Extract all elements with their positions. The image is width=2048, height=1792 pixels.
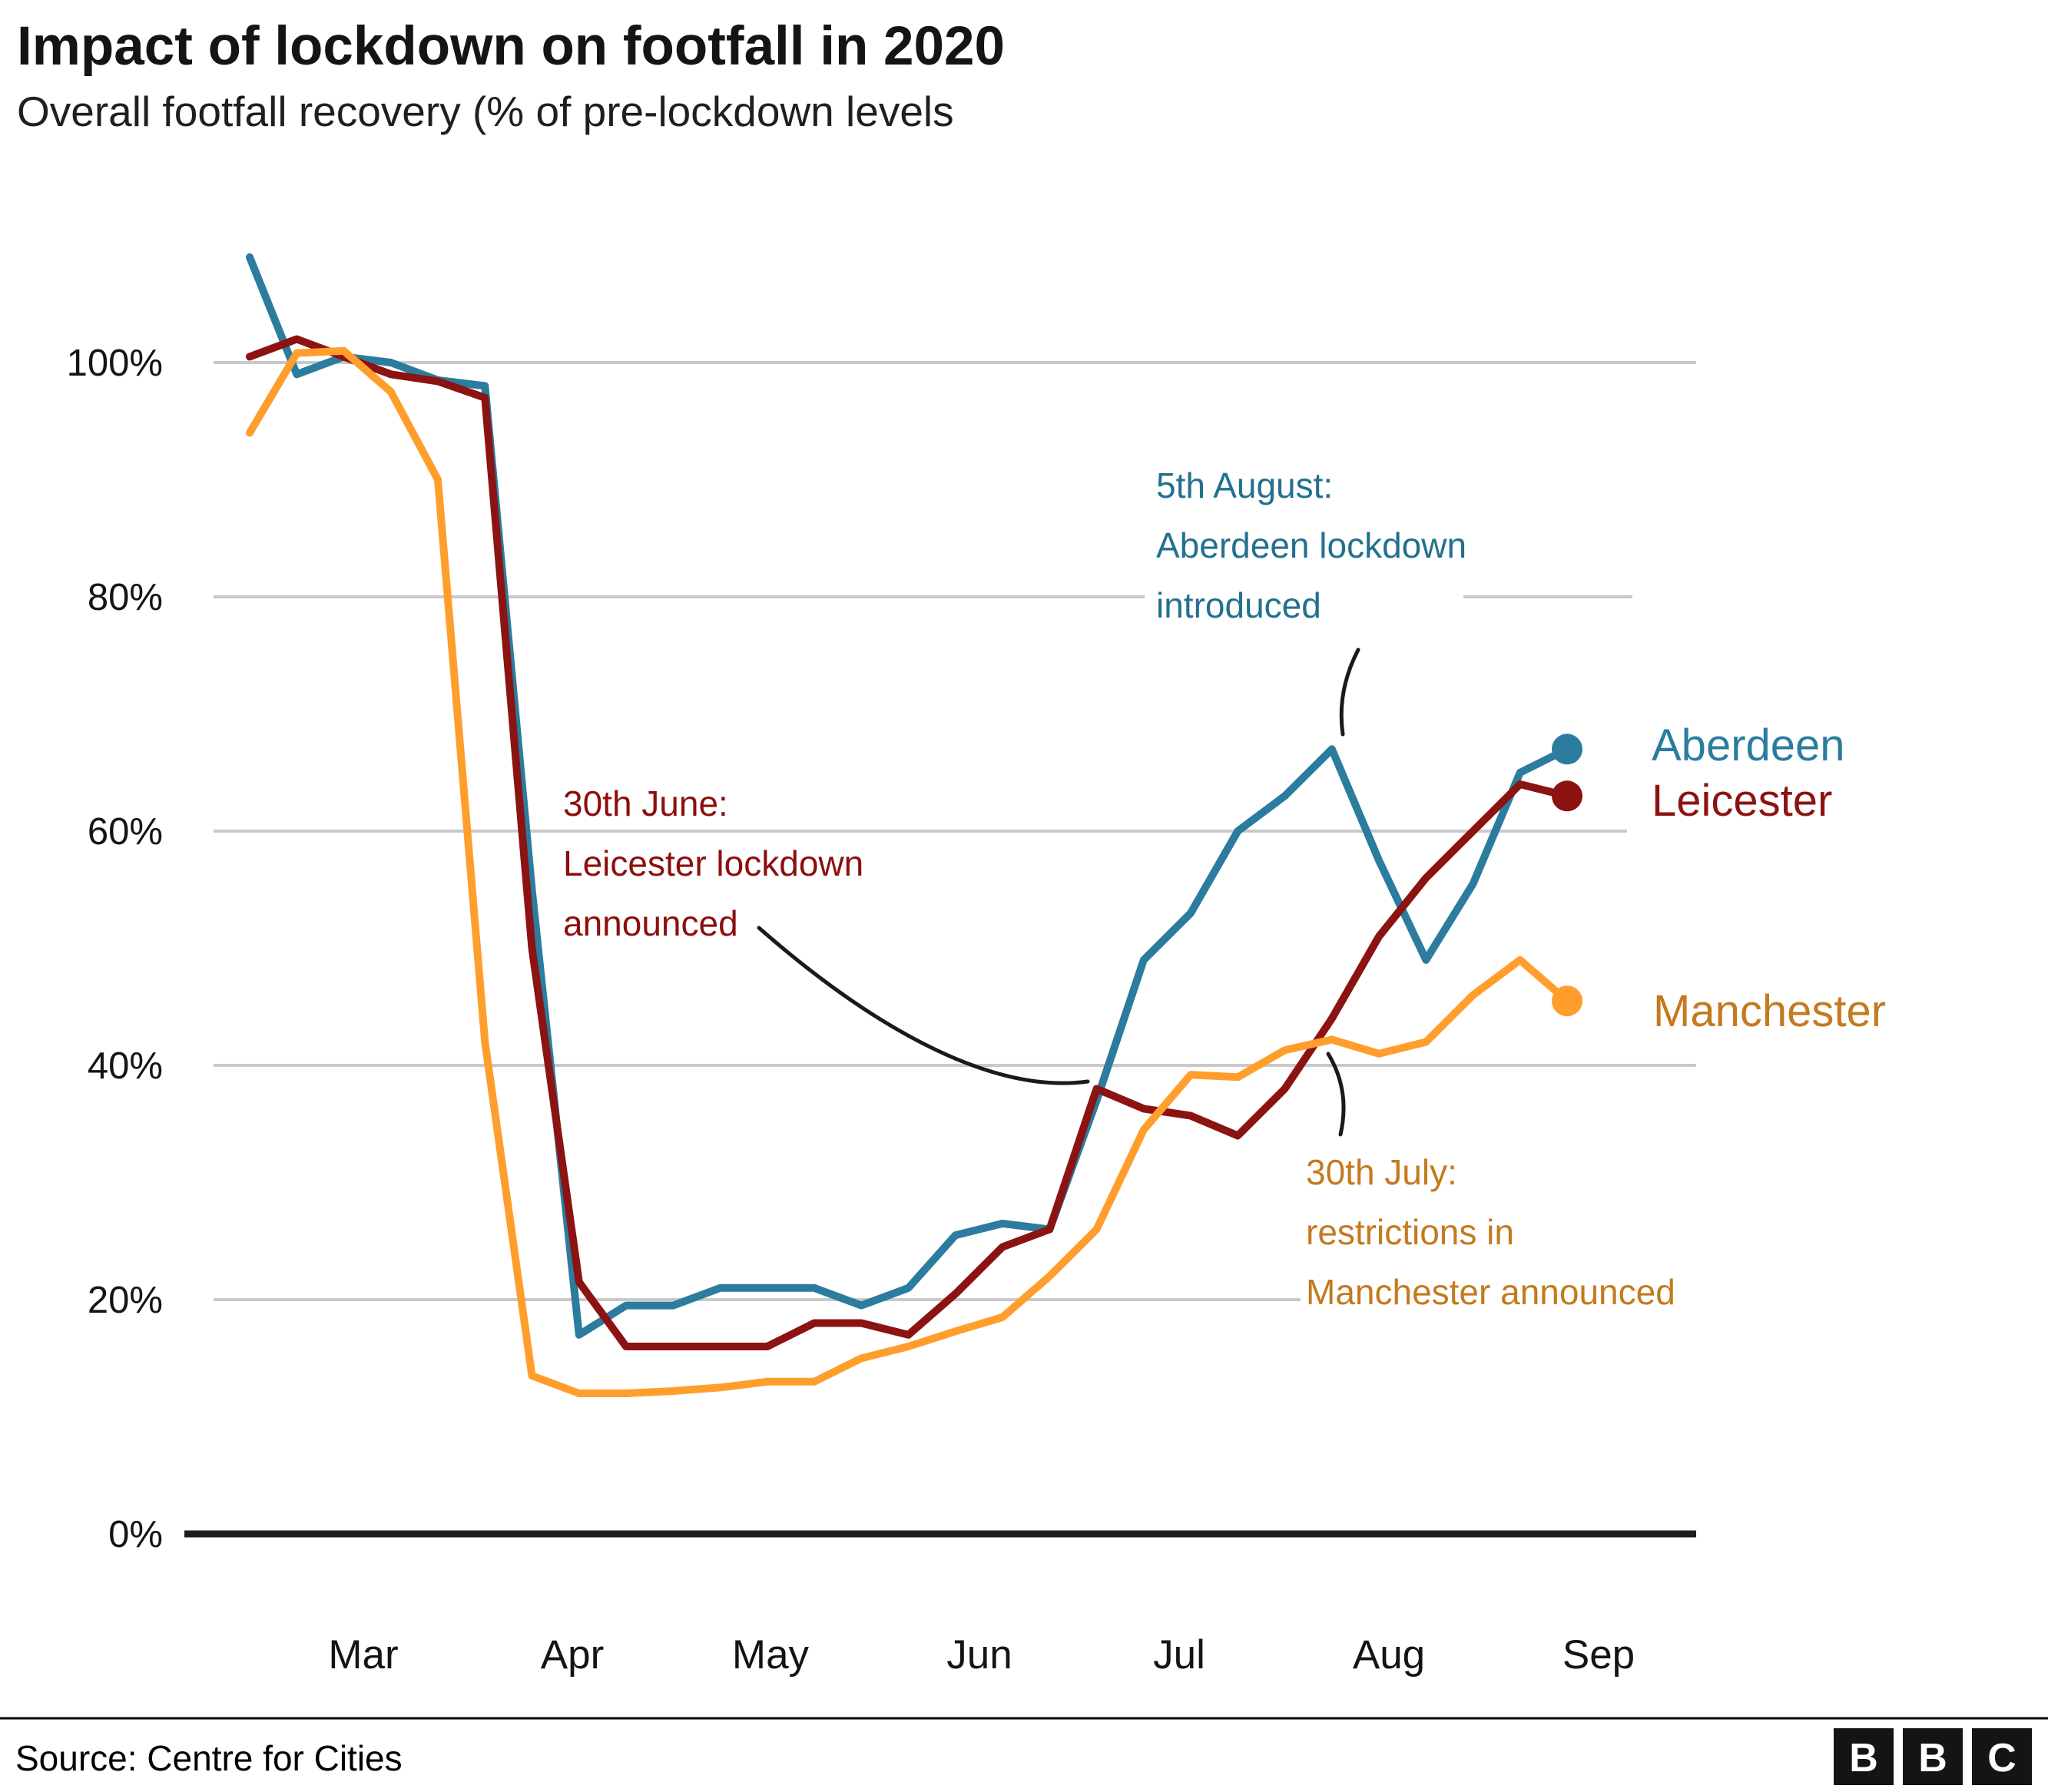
leicester-callout-curve bbox=[757, 926, 1090, 1085]
line-leicester bbox=[246, 335, 1571, 1350]
gridlines bbox=[184, 361, 1696, 1538]
legend: Aberdeen Leicester Manchester bbox=[1652, 720, 1886, 1036]
x-tick-label: Jul bbox=[1153, 1632, 1205, 1678]
page-title: Impact of lockdown on footfall in 2020 bbox=[17, 16, 1005, 77]
footer: Source: Centre for Cities B B C bbox=[0, 1717, 2048, 1785]
line-end-dot-manchester bbox=[1552, 985, 1582, 1017]
bbc-logo-block bbox=[1903, 1728, 1963, 1785]
line-end-dot-leicester bbox=[1552, 780, 1582, 812]
aberdeen-annotation: 5th August: Aberdeen lockdown introduced bbox=[1156, 465, 1466, 625]
bbc-logo-block bbox=[1972, 1728, 2032, 1785]
page-subtitle: Overall footfall recovery (% of pre-lock… bbox=[17, 88, 954, 135]
legend-label-aberdeen: Aberdeen bbox=[1652, 720, 1845, 770]
annotation-text: Manchester announced bbox=[1306, 1272, 1675, 1312]
x-tick-label: Apr bbox=[541, 1632, 604, 1678]
annotation-text: Aberdeen lockdown bbox=[1156, 525, 1466, 565]
x-tick-label: Sep bbox=[1563, 1632, 1635, 1678]
annotation-text: 30th June: bbox=[563, 783, 728, 823]
legend-label-manchester: Manchester bbox=[1653, 986, 1886, 1036]
data-lines bbox=[246, 253, 1582, 1397]
y-tick-label: 80% bbox=[88, 577, 163, 618]
bbc-letter: B bbox=[1918, 1736, 1947, 1780]
y-tick-label: 20% bbox=[88, 1280, 163, 1321]
manchester-annotation: 30th July: restrictions in Manchester an… bbox=[1306, 1152, 1675, 1312]
x-tick-label: Mar bbox=[328, 1632, 398, 1678]
leicester-annotation: 30th June: Leicester lockdown announced bbox=[563, 783, 863, 943]
annotation-callouts bbox=[757, 648, 1360, 1137]
y-tick-label: 0% bbox=[108, 1514, 163, 1555]
annotation-text: 30th July: bbox=[1306, 1152, 1457, 1192]
bbc-logo: B B C bbox=[1834, 1728, 2032, 1785]
annotation-text: introduced bbox=[1156, 585, 1321, 625]
legend-label-leicester: Leicester bbox=[1652, 776, 1832, 826]
y-tick-label: 100% bbox=[67, 343, 163, 384]
aberdeen-callout-curve bbox=[1339, 648, 1360, 737]
source-credit: Source: Centre for Cities bbox=[15, 1738, 403, 1778]
x-tick-label: Jun bbox=[946, 1632, 1012, 1678]
x-axis-labels: Mar Apr May Jun Jul Aug Sep bbox=[328, 1632, 1635, 1678]
line-aberdeen bbox=[246, 253, 1571, 1339]
bbc-letter: C bbox=[1987, 1736, 2017, 1780]
bbc-logo-block bbox=[1834, 1728, 1894, 1785]
manchester-callout-curve bbox=[1326, 1052, 1346, 1137]
x-tick-label: Aug bbox=[1353, 1632, 1425, 1678]
annotation-text: 5th August: bbox=[1156, 465, 1333, 505]
bbc-letter: B bbox=[1849, 1736, 1878, 1780]
annotation-text: Leicester lockdown bbox=[563, 843, 863, 883]
line-end-dot-aberdeen bbox=[1552, 734, 1582, 765]
annotation-text: announced bbox=[563, 903, 738, 943]
line-manchester bbox=[246, 346, 1571, 1397]
y-tick-label: 60% bbox=[88, 811, 163, 853]
annotation-text: restrictions in bbox=[1306, 1212, 1514, 1252]
x-tick-label: May bbox=[732, 1632, 810, 1678]
y-axis-labels: 100% 80% 60% 40% 20% 0% bbox=[67, 343, 163, 1555]
y-tick-label: 40% bbox=[88, 1045, 163, 1087]
